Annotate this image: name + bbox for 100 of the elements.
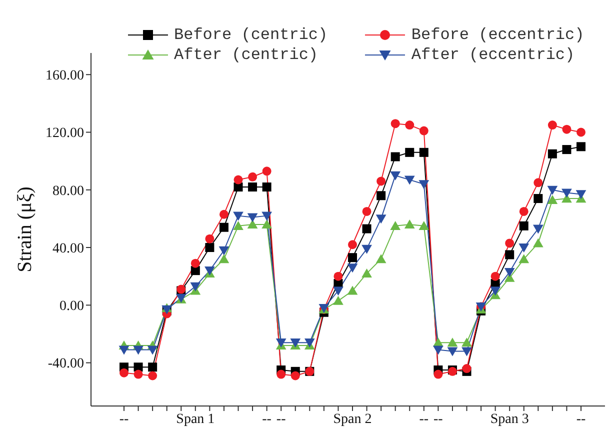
point [190,282,201,292]
y-tick-label: -40.00 [48,356,84,372]
point [462,338,472,347]
point [562,145,572,154]
point [362,244,372,254]
point [348,240,357,250]
point [532,224,544,234]
point [390,171,401,180]
point [447,347,458,356]
point [505,250,514,260]
point [404,220,415,229]
y-tick-label: 120.00 [46,126,84,142]
point [518,243,530,252]
point [334,272,343,281]
point [348,253,357,262]
point [262,182,272,192]
point [490,286,500,296]
legend-label: After (centric) [174,46,318,64]
x-tick-label: -- [419,412,429,427]
point [233,220,244,230]
point [233,212,244,221]
y-tick-label: 80.00 [52,184,84,199]
point [390,220,401,230]
point [190,258,200,268]
point [376,191,386,200]
point [148,371,158,380]
point [333,286,344,296]
x-tick-label: -- [276,412,286,427]
point [490,272,500,281]
point [518,254,530,264]
point [562,124,572,134]
point [218,254,230,264]
point [576,142,586,152]
legend-label: Before (eccentric) [411,26,584,44]
point [290,371,300,380]
point [419,126,428,136]
point [547,186,558,195]
point [134,370,143,379]
point [534,178,543,188]
x-tick-label: Span 1 [176,412,215,427]
point [504,268,515,277]
point [404,176,415,185]
y-tick-label: 160.00 [46,68,84,84]
point [205,234,214,244]
point [347,264,358,273]
point [247,213,258,222]
point [419,148,428,157]
point [118,346,130,355]
point [248,182,258,192]
point [205,243,214,252]
point [262,212,272,221]
point [405,120,414,130]
point [548,120,557,130]
point [148,362,158,372]
point [390,119,400,128]
point [562,188,572,198]
point [248,172,258,182]
y-tick-label: 0.00 [60,299,84,314]
y-axis-title: Strain (μξ) [14,186,36,272]
x-tick-label: -- [434,412,444,427]
point [433,346,444,355]
point [219,210,228,219]
point [219,222,228,232]
y-tick-label: 40.00 [52,241,84,256]
point [532,238,544,248]
point [519,221,528,230]
point [333,296,344,305]
legend-label: Before (centric) [174,26,328,44]
x-tick-label: -- [262,412,272,427]
point [362,268,372,278]
x-tick-label: -- [119,412,129,427]
point [418,180,430,190]
point [276,370,286,379]
point [376,176,386,186]
x-tick-label: -- [576,412,586,427]
point [548,149,557,158]
x-tick-label: Span 2 [333,412,372,427]
point [134,362,143,372]
point [247,220,258,229]
point [576,190,586,200]
point [376,254,386,264]
point [218,246,230,256]
legend-label: After (eccentric) [411,46,575,64]
point [462,364,472,374]
point [405,148,414,157]
point [347,286,358,295]
point [376,214,386,224]
point [547,195,558,204]
point [147,346,158,355]
point [234,175,243,184]
point [505,238,514,248]
point [133,346,144,355]
point [434,370,443,379]
point [447,338,458,347]
point [418,220,430,230]
point [362,224,372,234]
point [390,152,400,162]
point [519,206,528,216]
point [576,128,586,137]
point [262,220,272,229]
